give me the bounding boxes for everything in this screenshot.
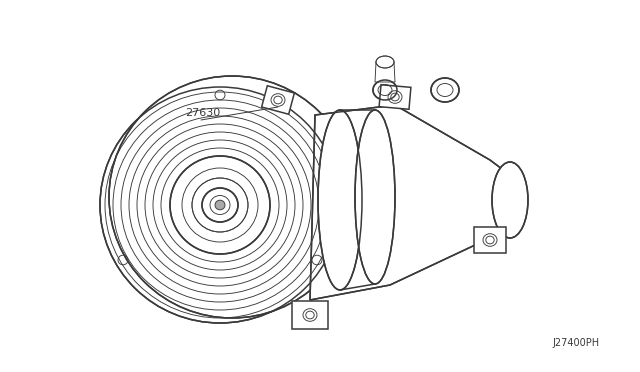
Ellipse shape — [202, 188, 238, 222]
Ellipse shape — [492, 162, 528, 238]
Polygon shape — [310, 105, 510, 300]
Ellipse shape — [318, 110, 362, 290]
Ellipse shape — [431, 78, 459, 102]
Polygon shape — [379, 85, 411, 109]
Ellipse shape — [376, 56, 394, 68]
Ellipse shape — [109, 76, 355, 318]
Ellipse shape — [215, 200, 225, 210]
Text: J27400PH: J27400PH — [553, 338, 600, 348]
Ellipse shape — [373, 80, 397, 100]
Polygon shape — [262, 86, 294, 114]
Text: 27630: 27630 — [185, 108, 220, 118]
Ellipse shape — [192, 178, 248, 232]
Ellipse shape — [170, 156, 270, 254]
Ellipse shape — [100, 87, 340, 323]
Polygon shape — [292, 301, 328, 329]
Polygon shape — [375, 62, 395, 82]
Ellipse shape — [355, 110, 395, 284]
Polygon shape — [474, 227, 506, 253]
